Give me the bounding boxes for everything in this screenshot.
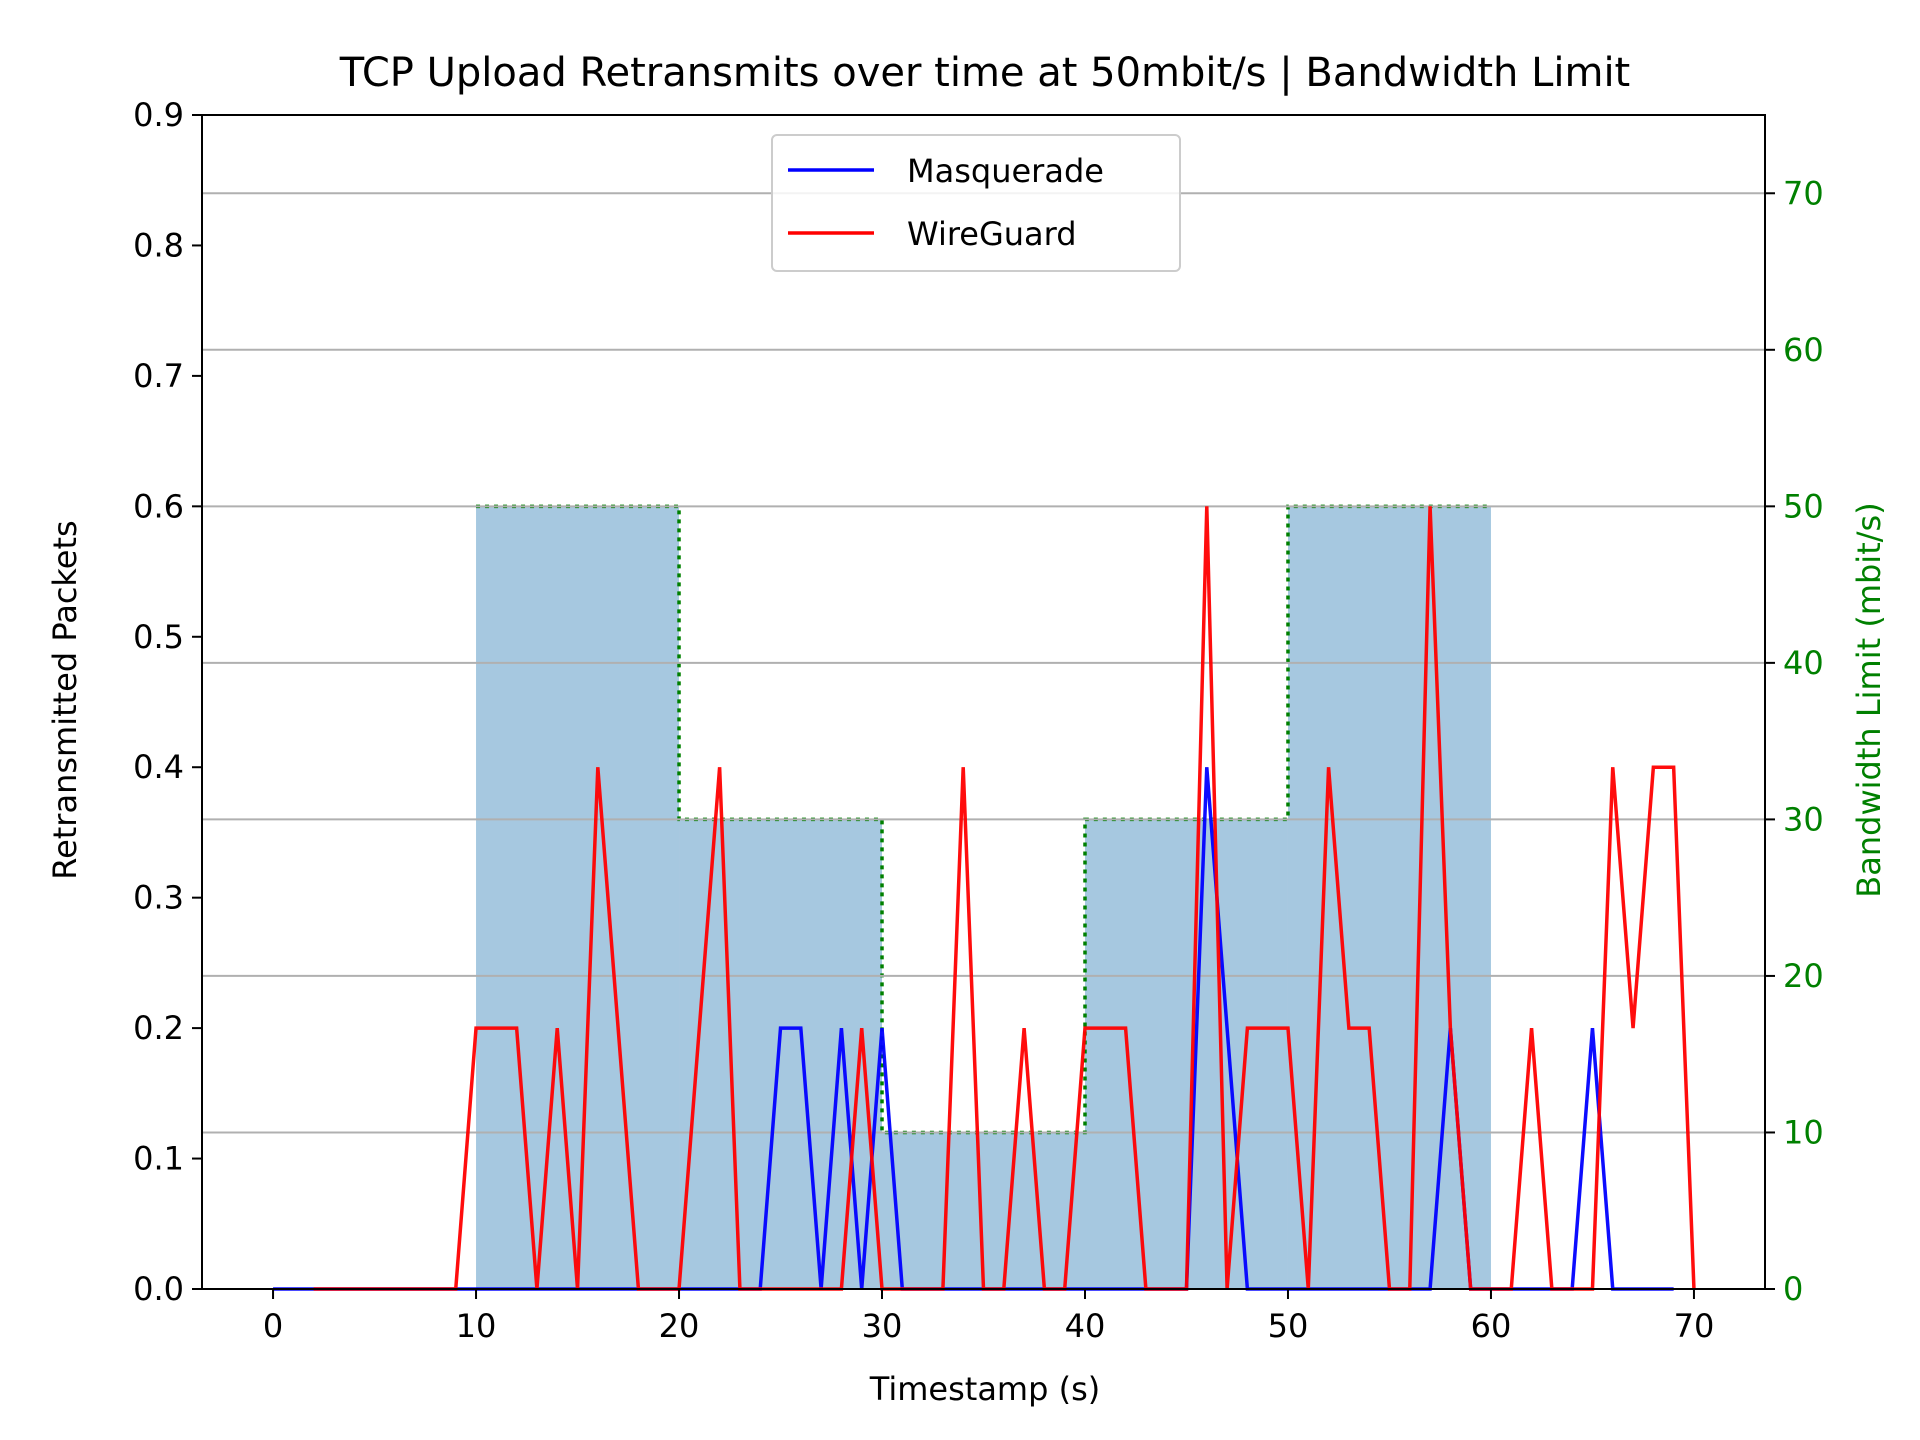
x-tick-label-7: 70 (1674, 1307, 1715, 1345)
plot-frame (201, 114, 1766, 1290)
legend-label-wireguard: WireGuard (907, 215, 1077, 253)
bandwidth-limit-layer (476, 504, 1491, 1289)
y-axis-ticks: 0.0 0.1 0.2 0.3 0.4 0.5 0.6 0.7 0.8 0.9 (133, 96, 202, 1308)
x-tick-label-6: 60 (1471, 1307, 1512, 1345)
y-tick-label-5: 0.5 (133, 618, 184, 656)
x-axis-label: Timestamp (s) (869, 1370, 1100, 1408)
y2-tick-label-5: 50 (1783, 487, 1824, 525)
x-tick-label-5: 50 (1268, 1307, 1309, 1345)
legend: Masquerade WireGuard (771, 134, 1181, 272)
y2-tick-label-2: 20 (1783, 957, 1824, 995)
y2-tick-label-1: 10 (1783, 1113, 1824, 1151)
y-tick-label-2: 0.2 (133, 1009, 184, 1047)
x-tick-label-1: 10 (456, 1307, 497, 1345)
y2-tick-label-0: 0 (1783, 1270, 1803, 1308)
chart-title: TCP Upload Retransmits over time at 50mb… (339, 50, 1631, 96)
x-tick-label-3: 30 (862, 1307, 903, 1345)
y2-tick-label-3: 30 (1783, 800, 1824, 838)
bandwidth-area-3 (1084, 819, 1288, 1289)
y-tick-label-1: 0.1 (133, 1140, 184, 1178)
y-tick-label-9: 0.9 (133, 96, 184, 134)
y-tick-label-8: 0.8 (133, 226, 184, 264)
y-tick-label-3: 0.3 (133, 879, 184, 917)
y-tick-label-4: 0.4 (133, 748, 184, 786)
y-axis-label: Retransmitted Packets (46, 520, 84, 879)
x-axis-ticks: 0 10 20 30 40 50 60 70 (263, 1289, 1714, 1345)
y2-tick-label-6: 60 (1783, 331, 1824, 369)
x-tick-label-0: 0 (263, 1307, 283, 1345)
y2-tick-label-4: 40 (1783, 644, 1824, 682)
bandwidth-area-0 (476, 506, 680, 1289)
y-tick-label-7: 0.7 (133, 357, 184, 395)
x-tick-label-2: 20 (659, 1307, 700, 1345)
legend-label-masquerade: Masquerade (907, 152, 1104, 190)
x-tick-label-4: 40 (1065, 1307, 1106, 1345)
y-tick-label-6: 0.6 (133, 487, 184, 525)
y2-tick-label-7: 70 (1783, 174, 1824, 212)
y-tick-label-0: 0.0 (133, 1270, 184, 1308)
y2-axis-label: Bandwidth Limit (mbit/s) (1850, 502, 1888, 897)
y2-axis-ticks: 0 10 20 30 40 50 60 70 (1765, 174, 1824, 1308)
